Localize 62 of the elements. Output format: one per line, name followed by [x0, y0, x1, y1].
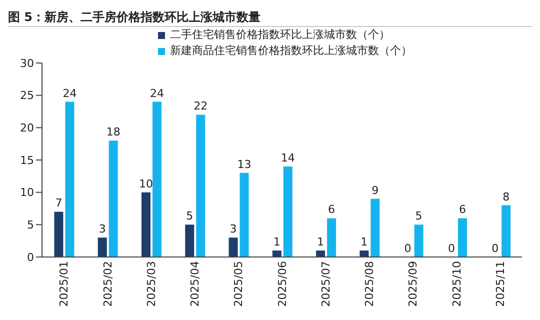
- x-tick-label: 2025/10: [450, 261, 464, 307]
- bar: [458, 218, 467, 257]
- bar: [141, 192, 150, 257]
- data-label: 7: [55, 196, 62, 210]
- x-tick-label: 2025/11: [494, 261, 507, 307]
- y-tick-label: 20: [20, 122, 34, 135]
- data-label: 6: [458, 203, 466, 216]
- bar: [316, 250, 326, 257]
- data-label: 6: [328, 203, 336, 216]
- data-label: 22: [194, 100, 208, 113]
- y-tick-label: 30: [20, 56, 34, 70]
- x-tick-label: 2025/02: [101, 261, 114, 307]
- bar: [502, 205, 511, 257]
- x-tick-label: 2025/01: [58, 261, 71, 307]
- data-label: 13: [237, 158, 252, 171]
- bar: [228, 238, 238, 257]
- legend-label: 二手住宅销售价格指数环比上涨城市数（个）: [170, 27, 390, 43]
- x-tick-label: 2025/08: [363, 261, 376, 307]
- bar: [283, 166, 292, 257]
- data-label: 9: [372, 184, 379, 197]
- x-tick-label: 2025/06: [276, 261, 289, 307]
- data-label: 24: [62, 86, 77, 100]
- chart-title: 图 5：新房、二手房价格指数环比上涨城市数量: [8, 8, 532, 27]
- data-label: 3: [230, 222, 237, 236]
- x-tick-label: 2025/05: [232, 261, 246, 307]
- x-tick-label: 2025/03: [144, 261, 158, 307]
- y-tick-label: 5: [27, 218, 34, 232]
- bar: [370, 198, 380, 257]
- data-label: 14: [280, 151, 295, 164]
- bar: [98, 238, 107, 257]
- y-tick-label: 10: [20, 186, 34, 200]
- data-label: 1: [317, 236, 324, 249]
- bar: [185, 224, 194, 257]
- bar: [196, 114, 206, 257]
- data-label: 10: [138, 177, 153, 190]
- data-label: 8: [502, 190, 510, 204]
- y-tick-label: 0: [27, 250, 34, 264]
- data-label: 0: [404, 242, 412, 255]
- data-label: 5: [186, 210, 194, 223]
- data-label: 5: [415, 210, 422, 223]
- bar: [54, 212, 64, 257]
- data-label: 1: [273, 236, 280, 249]
- bar: [240, 172, 249, 257]
- bar: [272, 250, 282, 257]
- data-label: 0: [448, 242, 455, 255]
- bar: [65, 102, 74, 257]
- data-label: 0: [492, 242, 499, 255]
- bar: [108, 140, 118, 257]
- x-tick-label: 2025/07: [319, 261, 332, 307]
- bar: [360, 250, 369, 257]
- y-tick-label: 25: [20, 89, 34, 102]
- bar: [152, 102, 162, 257]
- x-tick-label: 2025/04: [188, 261, 202, 307]
- legend-label: 新建商品住宅销售价格指数环比上涨城市数（个）: [170, 43, 412, 59]
- x-tick-label: 2025/09: [406, 261, 420, 307]
- bar: [327, 218, 336, 257]
- data-label: 3: [98, 222, 106, 236]
- data-label: 24: [150, 86, 164, 100]
- data-label: 18: [106, 126, 120, 139]
- y-tick-label: 15: [20, 154, 34, 167]
- data-label: 1: [360, 236, 368, 249]
- bar: [414, 224, 424, 257]
